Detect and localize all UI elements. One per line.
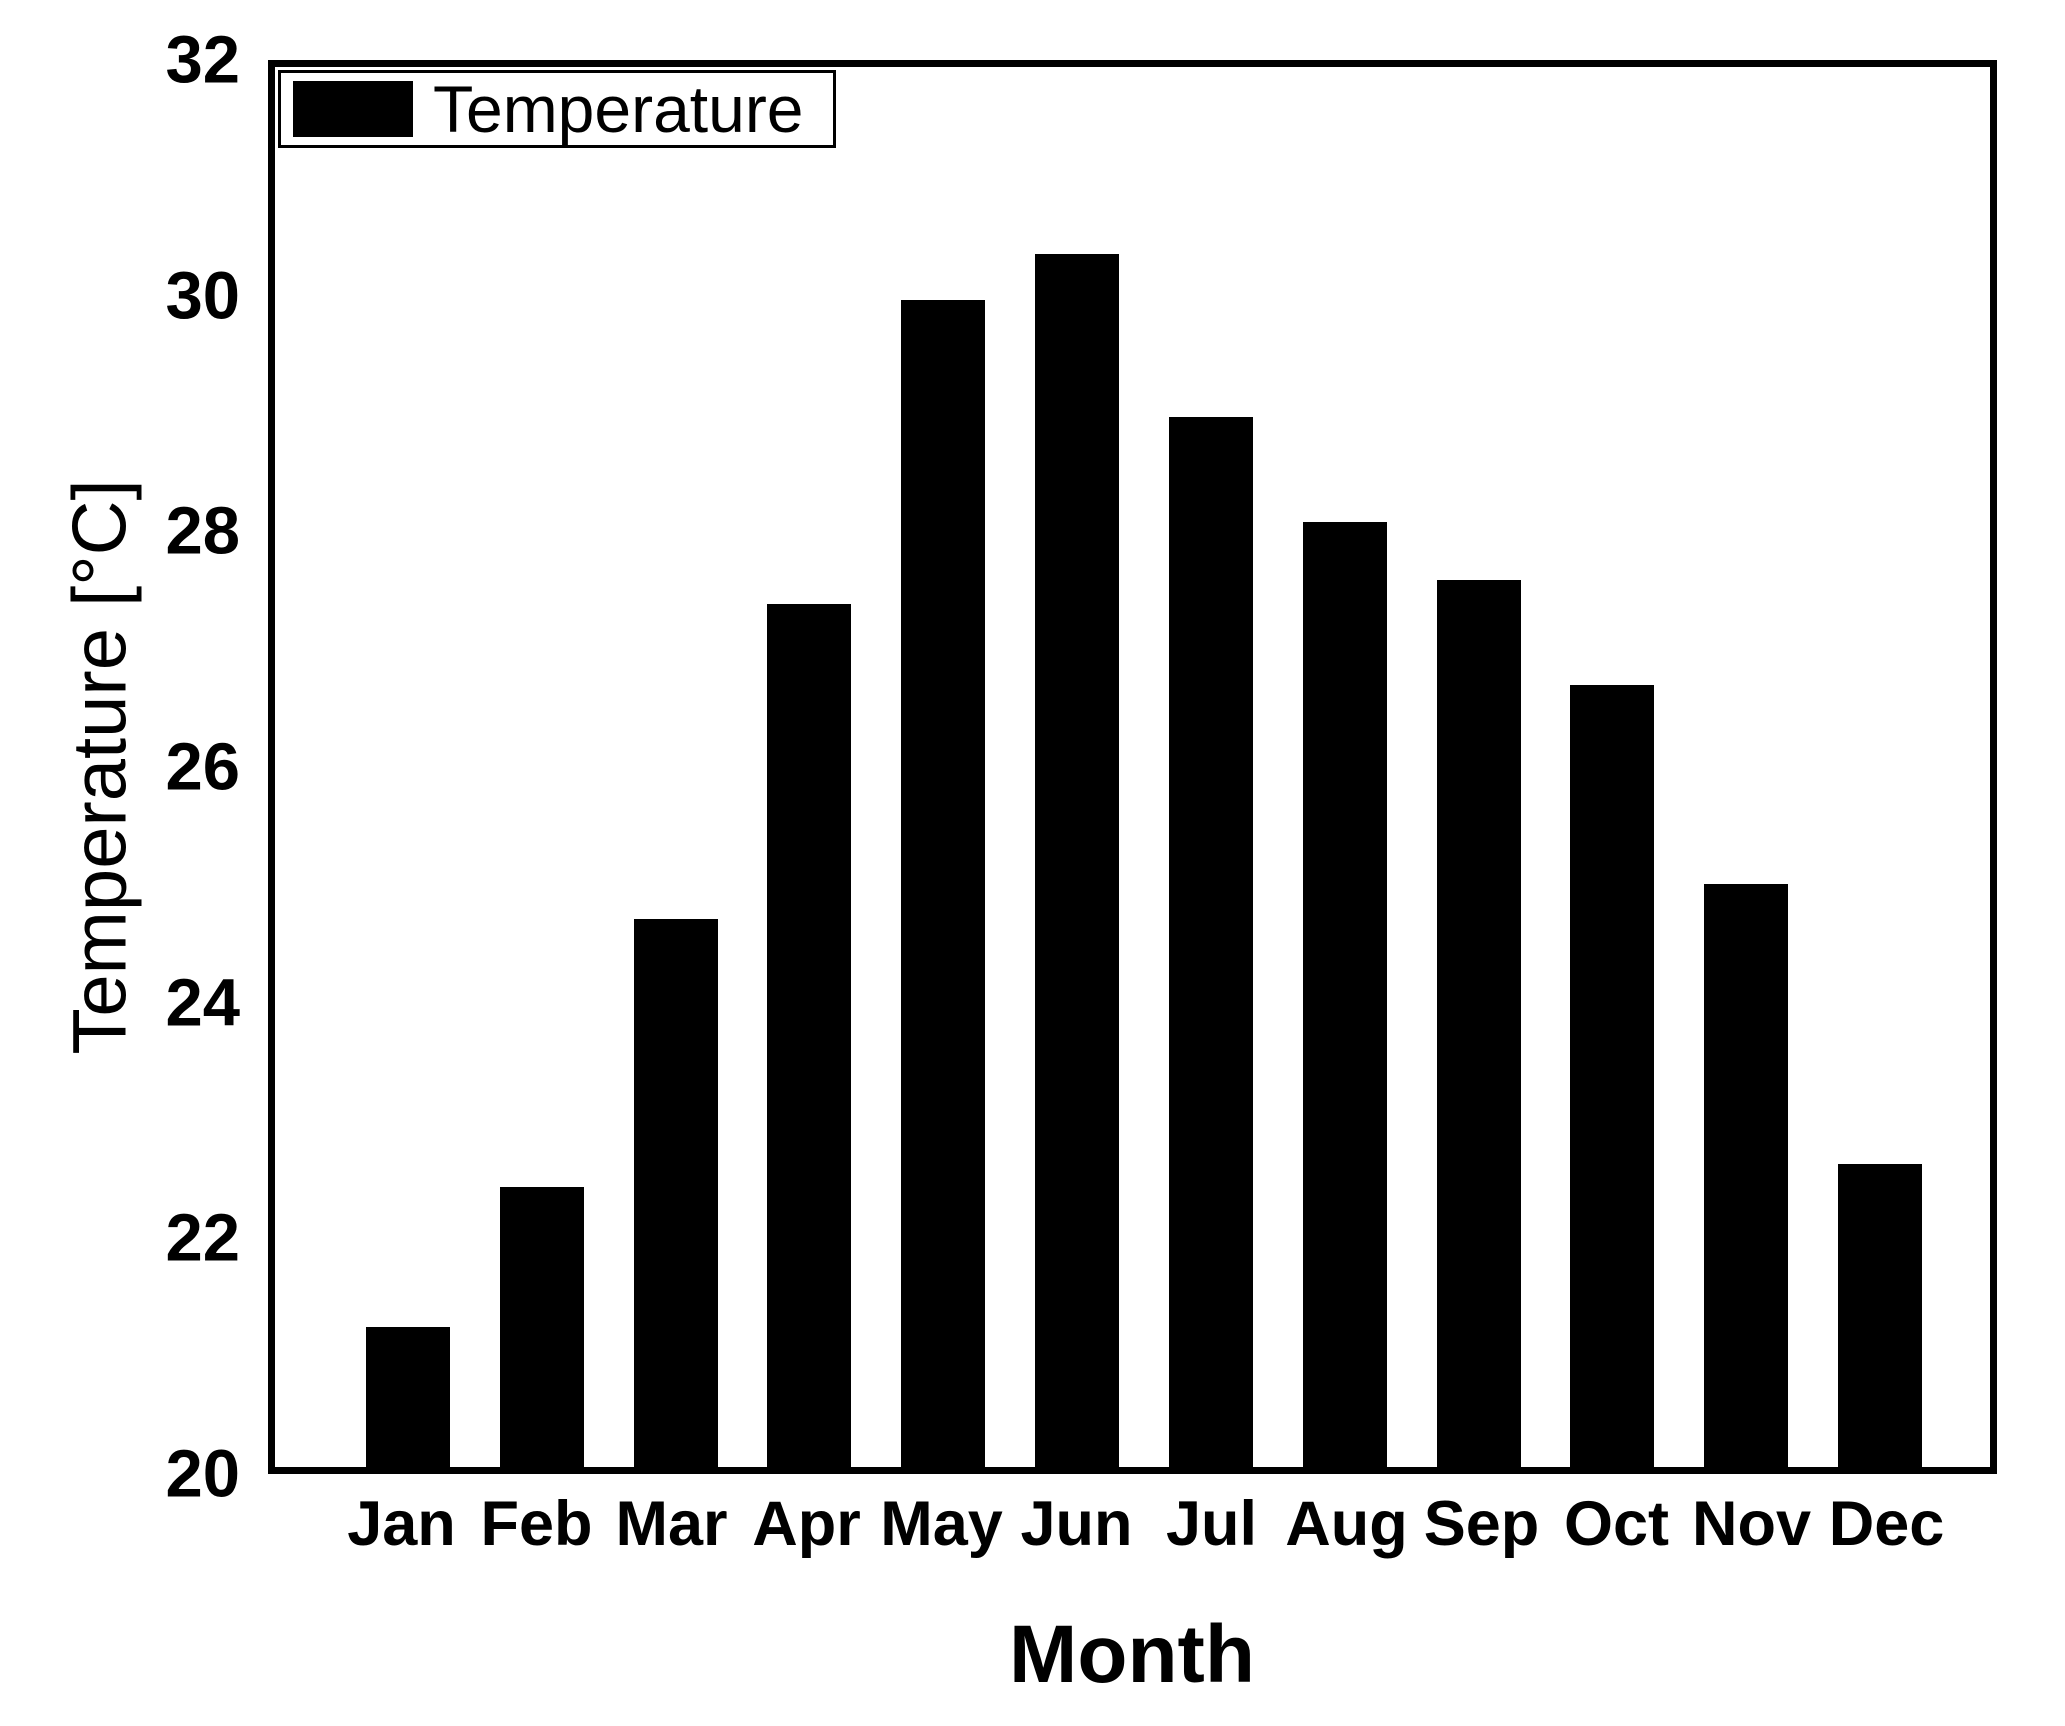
bar-slot [1545, 67, 1679, 1467]
x-tick-label: Oct [1563, 1489, 1670, 1559]
y-tick-label: 30 [165, 258, 240, 334]
legend: Temperature [278, 70, 836, 148]
x-tick-slot: Sep [1414, 1489, 1549, 1559]
bar [499, 1187, 584, 1467]
bar-slot [341, 67, 475, 1467]
y-tick-label: 24 [165, 965, 240, 1041]
x-tick-label: Apr [752, 1489, 861, 1559]
y-tick-label: 28 [165, 493, 240, 569]
x-tick-label: Feb [480, 1489, 593, 1559]
bar [767, 603, 852, 1467]
x-tick-slot: Jul [1144, 1489, 1279, 1559]
x-tick-label: Nov [1691, 1489, 1812, 1559]
x-tick-slot: Mar [604, 1489, 739, 1559]
plot-area: Temperature [268, 60, 1997, 1474]
bar [633, 918, 718, 1467]
bar-slot [876, 67, 1010, 1467]
bar-slot [1412, 67, 1546, 1467]
x-tick-label: Sep [1423, 1489, 1540, 1559]
x-tick-slot: Feb [469, 1489, 604, 1559]
bar-slot [1813, 67, 1947, 1467]
bar [901, 300, 986, 1467]
bar [365, 1327, 450, 1467]
bar [1704, 883, 1789, 1467]
legend-swatch-icon [293, 81, 413, 137]
bar-slot [742, 67, 876, 1467]
y-tick-label: 20 [165, 1436, 240, 1512]
bar [1436, 580, 1521, 1467]
x-axis-title: Month [1009, 1609, 1255, 1700]
bar-slot [1144, 67, 1278, 1467]
x-tick-slot: Jun [1009, 1489, 1144, 1559]
bar [1302, 522, 1387, 1467]
x-tick-slot: Dec [1819, 1489, 1954, 1559]
bar [1168, 417, 1253, 1467]
x-axis-tick-labels: Jan Feb Mar Apr May Jun Jul Aug Sep Oct Nov Dec [268, 1489, 1997, 1580]
bar-slot [1278, 67, 1412, 1467]
x-tick-label: May [880, 1489, 1003, 1559]
bar [1570, 685, 1655, 1467]
x-tick-label: Mar [615, 1489, 728, 1559]
x-tick-label: Dec [1828, 1489, 1945, 1559]
bar [1035, 253, 1120, 1467]
x-tick-slot: May [874, 1489, 1009, 1559]
bar-slot [475, 67, 609, 1467]
y-tick-label: 26 [165, 729, 240, 805]
x-tick-label: Jul [1165, 1489, 1258, 1559]
bar-slot [1679, 67, 1813, 1467]
x-tick-slot: Nov [1684, 1489, 1819, 1559]
bar-slot [609, 67, 743, 1467]
y-tick-label: 22 [165, 1200, 240, 1276]
bar [1838, 1163, 1923, 1467]
x-tick-slot: Apr [739, 1489, 874, 1559]
x-tick-slot: Jan [334, 1489, 469, 1559]
bar-slot [1010, 67, 1144, 1467]
x-tick-label: Aug [1285, 1489, 1408, 1559]
bars-container [275, 67, 1990, 1467]
y-axis-tick-labels: 32 30 28 26 24 22 20 [0, 27, 240, 1508]
x-tick-slot: Oct [1549, 1489, 1684, 1559]
x-tick-slot: Aug [1279, 1489, 1414, 1559]
x-tick-label: Jun [1020, 1489, 1133, 1559]
legend-label: Temperature [433, 72, 804, 146]
x-tick-label: Jan [347, 1489, 456, 1559]
y-tick-label: 32 [165, 22, 240, 98]
